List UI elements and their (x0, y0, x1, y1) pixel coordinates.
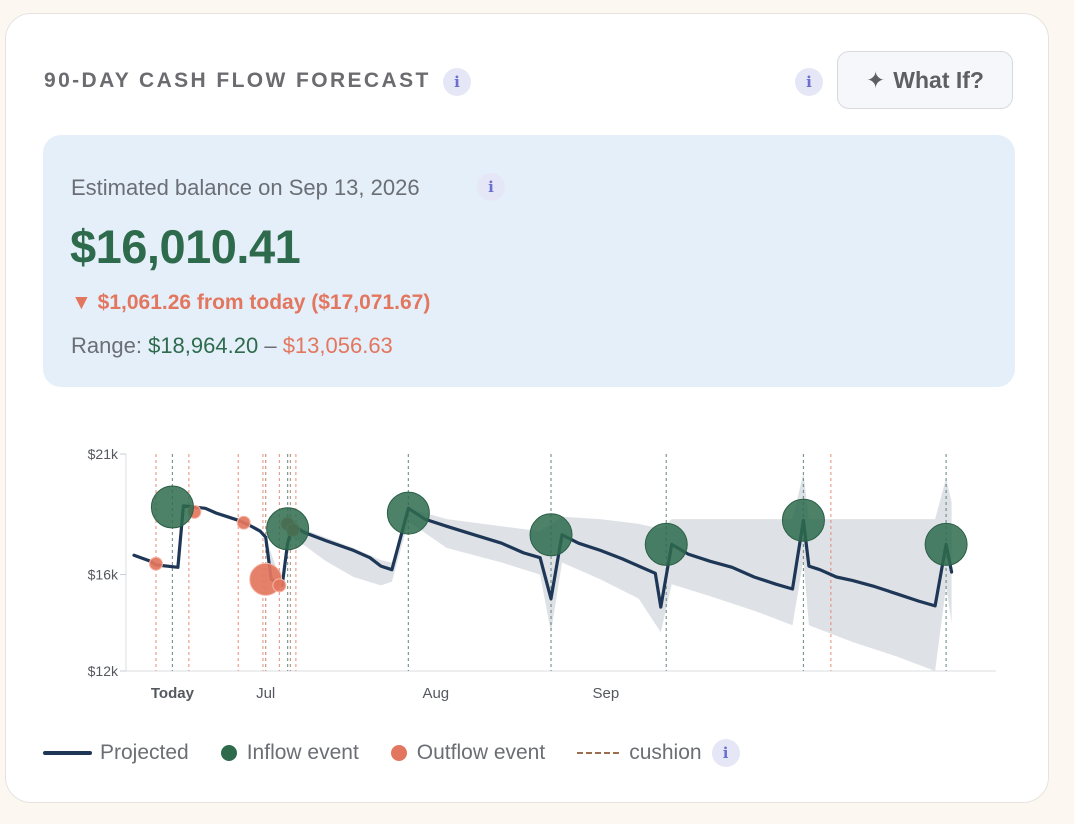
inflow-marker (150, 485, 194, 529)
y-tick-label: $21k (88, 446, 119, 462)
outflow-swatch (390, 745, 407, 761)
inflow-marker (644, 522, 688, 566)
legend-projected-label: Projected (100, 741, 189, 764)
x-tick-label: Jul (256, 685, 275, 702)
what-if-button[interactable]: ✦ What If? (837, 51, 1013, 109)
sparkle-icon: ✦ (866, 66, 886, 93)
legend-info-icon[interactable]: i (711, 739, 740, 767)
x-tick-label: Sep (593, 685, 620, 702)
legend-projected: Projected (43, 741, 189, 765)
forecast-chart: $12k $16k $21k Today Jul Aug Sep (88, 446, 996, 702)
inflow-marker (266, 507, 310, 551)
balance-summary: Estimated balance on Sep 13, 2026 i $16,… (43, 135, 1015, 387)
legend-inflow: Inflow event (220, 741, 359, 765)
range-separator: – (264, 333, 277, 358)
inflow-marker (781, 498, 825, 542)
chart-legend: Projected Inflow event Outflow event cus… (43, 738, 740, 768)
down-arrow-icon: ▼ (71, 291, 92, 314)
estimated-balance: $16,010.41 (70, 220, 301, 273)
inflow-marker (924, 522, 968, 566)
legend-outflow: Outflow event (390, 741, 546, 765)
range-high: $18,964.20 (148, 333, 259, 358)
range-low: $13,056.63 (282, 333, 393, 358)
legend-outflow-label: Outflow event (416, 741, 546, 764)
y-tick-label: $12k (88, 663, 119, 679)
y-tick-label: $16k (88, 567, 119, 583)
inflow-marker (386, 491, 430, 535)
x-tick-label: Today (151, 685, 195, 702)
header-info-icon[interactable]: i (795, 68, 823, 96)
legend-inflow-label: Inflow event (246, 741, 359, 764)
inflow-swatch (220, 745, 237, 761)
balance-range: Range: $18,964.20 – $13,056.63 (71, 333, 393, 359)
outflow-marker (148, 556, 163, 571)
outflow-marker (236, 515, 251, 530)
cushion-swatch (577, 752, 620, 754)
legend-cushion: cushion (577, 741, 702, 765)
inflow-marker (529, 513, 573, 557)
cash-flow-card: 90-DAY CASH FLOW FORECAST i i ✦ What If?… (5, 13, 1049, 803)
outflow-marker (272, 578, 287, 593)
balance-delta: ▼ $1,061.26 from today ($17,071.67) (71, 291, 430, 315)
delta-text: $1,061.26 from today ($17,071.67) (97, 291, 431, 314)
estimate-label: Estimated balance on Sep 13, 2026 (71, 175, 420, 201)
legend-cushion-label: cushion (629, 741, 702, 764)
projected-swatch (43, 751, 92, 755)
title-info-icon[interactable]: i (443, 68, 471, 96)
card-title: 90-DAY CASH FLOW FORECAST (44, 69, 431, 92)
x-tick-label: Aug (422, 685, 449, 702)
what-if-label: What If? (893, 66, 984, 93)
estimate-label-text: Estimated balance on Sep 13, 2026 (71, 175, 420, 200)
estimate-info-icon[interactable]: i (477, 173, 505, 201)
range-label: Range: (71, 333, 142, 358)
